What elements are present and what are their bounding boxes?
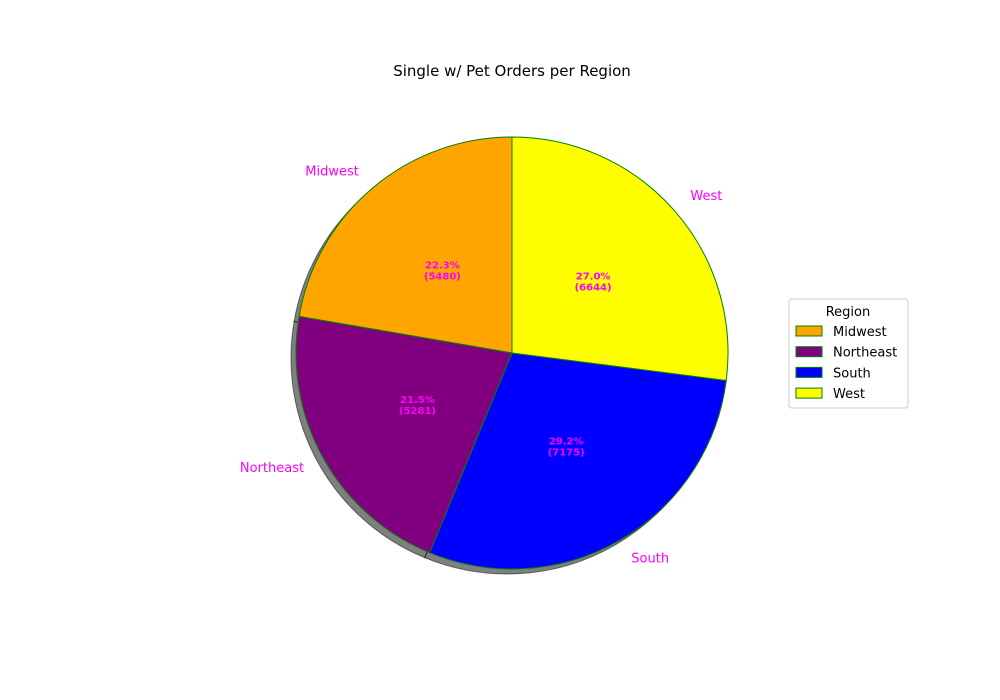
legend-title: Region	[826, 305, 871, 320]
category-label-northeast: Northeast	[240, 461, 304, 476]
value-label-west: (6644)	[575, 283, 612, 294]
legend-label-northeast: Northeast	[833, 346, 897, 361]
legend-label-midwest: Midwest	[833, 325, 887, 340]
percent-label-west: 27.0%	[576, 272, 611, 283]
category-label-midwest: Midwest	[305, 164, 359, 179]
value-label-midwest: (5480)	[424, 271, 461, 282]
pie-labels: Midwest 22.3%(5480) Northeast 21.5%(5281) So…	[240, 164, 722, 566]
percent-label-northeast: 21.5%	[400, 395, 435, 406]
legend-swatch-south	[795, 366, 823, 378]
value-label-northeast: (5281)	[399, 406, 436, 417]
legend-swatch-west	[795, 387, 823, 399]
chart-title: Single w/ Pet Orders per Region	[393, 62, 631, 80]
wedge-south	[429, 352, 727, 570]
legend-swatch-northeast	[795, 346, 823, 358]
wedge-west	[511, 136, 729, 382]
legend-items: Midwest Northeast South West	[795, 325, 897, 402]
percent-label-south: 29.2%	[549, 436, 584, 447]
category-label-west: West	[690, 189, 722, 204]
legend-label-west: West	[833, 387, 865, 402]
pie-wedges	[295, 136, 729, 570]
wedge-northeast	[295, 315, 513, 554]
category-label-south: South	[631, 552, 669, 567]
legend-label-south: South	[833, 366, 871, 381]
legend-swatch-midwest	[795, 325, 823, 337]
wedge-midwest	[298, 136, 513, 354]
percent-label-midwest: 22.3%	[425, 260, 460, 271]
value-label-south: (7175)	[548, 447, 585, 458]
legend: Region Midwest Northeast South West	[788, 298, 909, 409]
